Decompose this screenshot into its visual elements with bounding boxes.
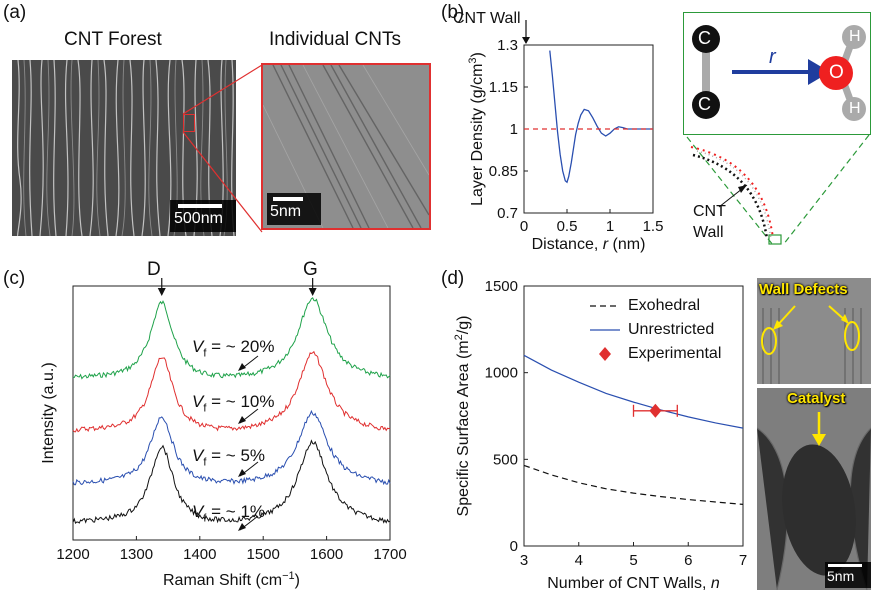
panel-label-b: (b) bbox=[441, 2, 465, 23]
x-tick-label-d: 3 bbox=[520, 552, 528, 569]
vf-pointer-arrowhead bbox=[238, 469, 246, 477]
x-tick-label-d: 5 bbox=[629, 552, 637, 569]
cnt-scalebar: 5nm bbox=[267, 193, 321, 225]
distance-symbol: r bbox=[769, 46, 776, 68]
x-tick-label-d: 7 bbox=[739, 552, 747, 569]
catalyst-label: Catalyst bbox=[787, 390, 846, 407]
d-band-label: D bbox=[147, 259, 161, 280]
legend-unrestricted: Unrestricted bbox=[628, 321, 715, 338]
x-tick-label-b: 1 bbox=[606, 218, 614, 235]
catalyst-scalebar: 5nm bbox=[825, 562, 871, 588]
vf-label-10: Vf = ~ 10% bbox=[192, 392, 275, 415]
panel-label-c: (c) bbox=[3, 268, 26, 289]
carbon-atom-top: C bbox=[698, 28, 711, 48]
x-tick-label-b: 0.5 bbox=[557, 218, 578, 235]
raman-spectrum-line bbox=[72, 409, 391, 486]
experimental-point bbox=[649, 403, 662, 418]
cnt-forest-title: CNT Forest bbox=[64, 29, 162, 50]
cnt-wall-schematic bbox=[686, 134, 870, 246]
y-tick-label-b: 0.7 bbox=[497, 205, 518, 222]
y-tick-label-d: 500 bbox=[493, 451, 518, 468]
legend-exohedral: Exohedral bbox=[628, 297, 701, 314]
x-tick-label-c: 1600 bbox=[310, 546, 343, 563]
zoom-lines bbox=[182, 64, 263, 233]
hydrogen-atom-bottom: H bbox=[849, 100, 861, 117]
y-axis-title-d: Specific Surface Area (m2/g) bbox=[453, 316, 472, 517]
catalyst-micrograph: Catalyst 5nm bbox=[757, 388, 871, 590]
oxygen-atom: O bbox=[829, 62, 844, 83]
forest-scalebar: 500nm bbox=[170, 200, 236, 232]
y-tick-label-d: 1500 bbox=[485, 278, 518, 295]
vf-label-5: Vf = ~ 5% bbox=[192, 446, 266, 469]
x-tick-label-d: 4 bbox=[575, 552, 583, 569]
hydrogen-atom-top: H bbox=[849, 28, 861, 45]
vf-label-20: Vf = ~ 20% bbox=[192, 337, 275, 360]
panel-label-d: (d) bbox=[441, 268, 465, 289]
raman-spectrum-line bbox=[72, 297, 391, 380]
x-axis-title-b: Distance, r (nm) bbox=[532, 236, 646, 253]
x-tick-label-b: 0 bbox=[520, 218, 528, 235]
y-tick-label-b: 1.3 bbox=[497, 37, 518, 54]
surface-area-chart: 3 4 5 6 7 0 500 1000 1500 Number of CNT Walls, n S… bbox=[453, 278, 747, 592]
y-tick-label-b: 1 bbox=[510, 121, 518, 138]
exohedral-line bbox=[523, 464, 744, 505]
vf-pointer-arrowhead bbox=[238, 416, 246, 424]
x-tick-label-c: 1700 bbox=[373, 546, 406, 563]
x-axis-title-d: Number of CNT Walls, n bbox=[547, 575, 720, 592]
wall-defects-label: Wall Defects bbox=[759, 281, 848, 298]
vf-pointer-arrowhead bbox=[238, 363, 246, 371]
x-tick-label-b: 1.5 bbox=[643, 218, 664, 235]
x-axis-title-c: Raman Shift (cm−1) bbox=[163, 570, 300, 589]
cnt-wall-label-line1: CNT bbox=[693, 203, 726, 220]
cnt-wall-label-line2: Wall bbox=[693, 224, 724, 241]
carbon-atom-bottom: C bbox=[698, 94, 711, 114]
y-tick-label-b: 0.85 bbox=[489, 163, 518, 180]
molecule-schematic-frame: C C r O H H bbox=[683, 12, 871, 135]
g-band-label: G bbox=[303, 259, 318, 280]
cnt-forest-micrograph: 500nm bbox=[12, 60, 236, 236]
legend-swatch-experimental bbox=[599, 347, 611, 361]
x-tick-label-c: 1300 bbox=[120, 546, 153, 563]
raman-spectrum-line bbox=[72, 350, 391, 433]
individual-cnts-title: Individual CNTs bbox=[269, 29, 401, 50]
legend-experimental: Experimental bbox=[628, 345, 722, 362]
raman-spectrum-line bbox=[72, 439, 391, 524]
d-band-arrowhead bbox=[157, 288, 166, 296]
vf-label-1: Vf = ~ 1% bbox=[192, 502, 266, 525]
y-tick-label-d: 0 bbox=[510, 538, 518, 555]
x-tick-label-c: 1400 bbox=[183, 546, 216, 563]
plot-frame-c bbox=[72, 285, 391, 541]
x-tick-label-c: 1200 bbox=[56, 546, 89, 563]
y-tick-label-d: 1000 bbox=[485, 365, 518, 382]
wall-arrowhead-b bbox=[522, 37, 530, 44]
y-axis-title-b: Layer Density (g/cm3) bbox=[467, 52, 486, 206]
unrestricted-line bbox=[523, 354, 744, 429]
g-band-arrowhead bbox=[308, 288, 317, 296]
wall-defects-micrograph: Wall Defects bbox=[757, 278, 871, 384]
raman-chart: 1200 1300 1400 1500 1600 1700 Raman Shift (cm−… bbox=[40, 278, 407, 589]
density-chart: 0 0.5 1 1.5 0.7 0.85 1 1.15 1.3 Distance, r (nm) L… bbox=[467, 20, 664, 253]
cnt-wall-annotation: CNT Wall bbox=[453, 10, 521, 27]
panel-label-a: (a) bbox=[3, 2, 27, 23]
individual-cnt-micrograph: 5nm bbox=[261, 63, 431, 230]
x-tick-label-c: 1500 bbox=[247, 546, 280, 563]
vf-pointer-arrowhead bbox=[238, 523, 246, 531]
density-profile-line bbox=[549, 50, 653, 184]
x-tick-label-d: 6 bbox=[684, 552, 692, 569]
forest-inset-marker bbox=[183, 114, 195, 132]
y-axis-title-c: Intensity (a.u.) bbox=[40, 362, 57, 463]
y-tick-label-b: 1.15 bbox=[489, 79, 518, 96]
